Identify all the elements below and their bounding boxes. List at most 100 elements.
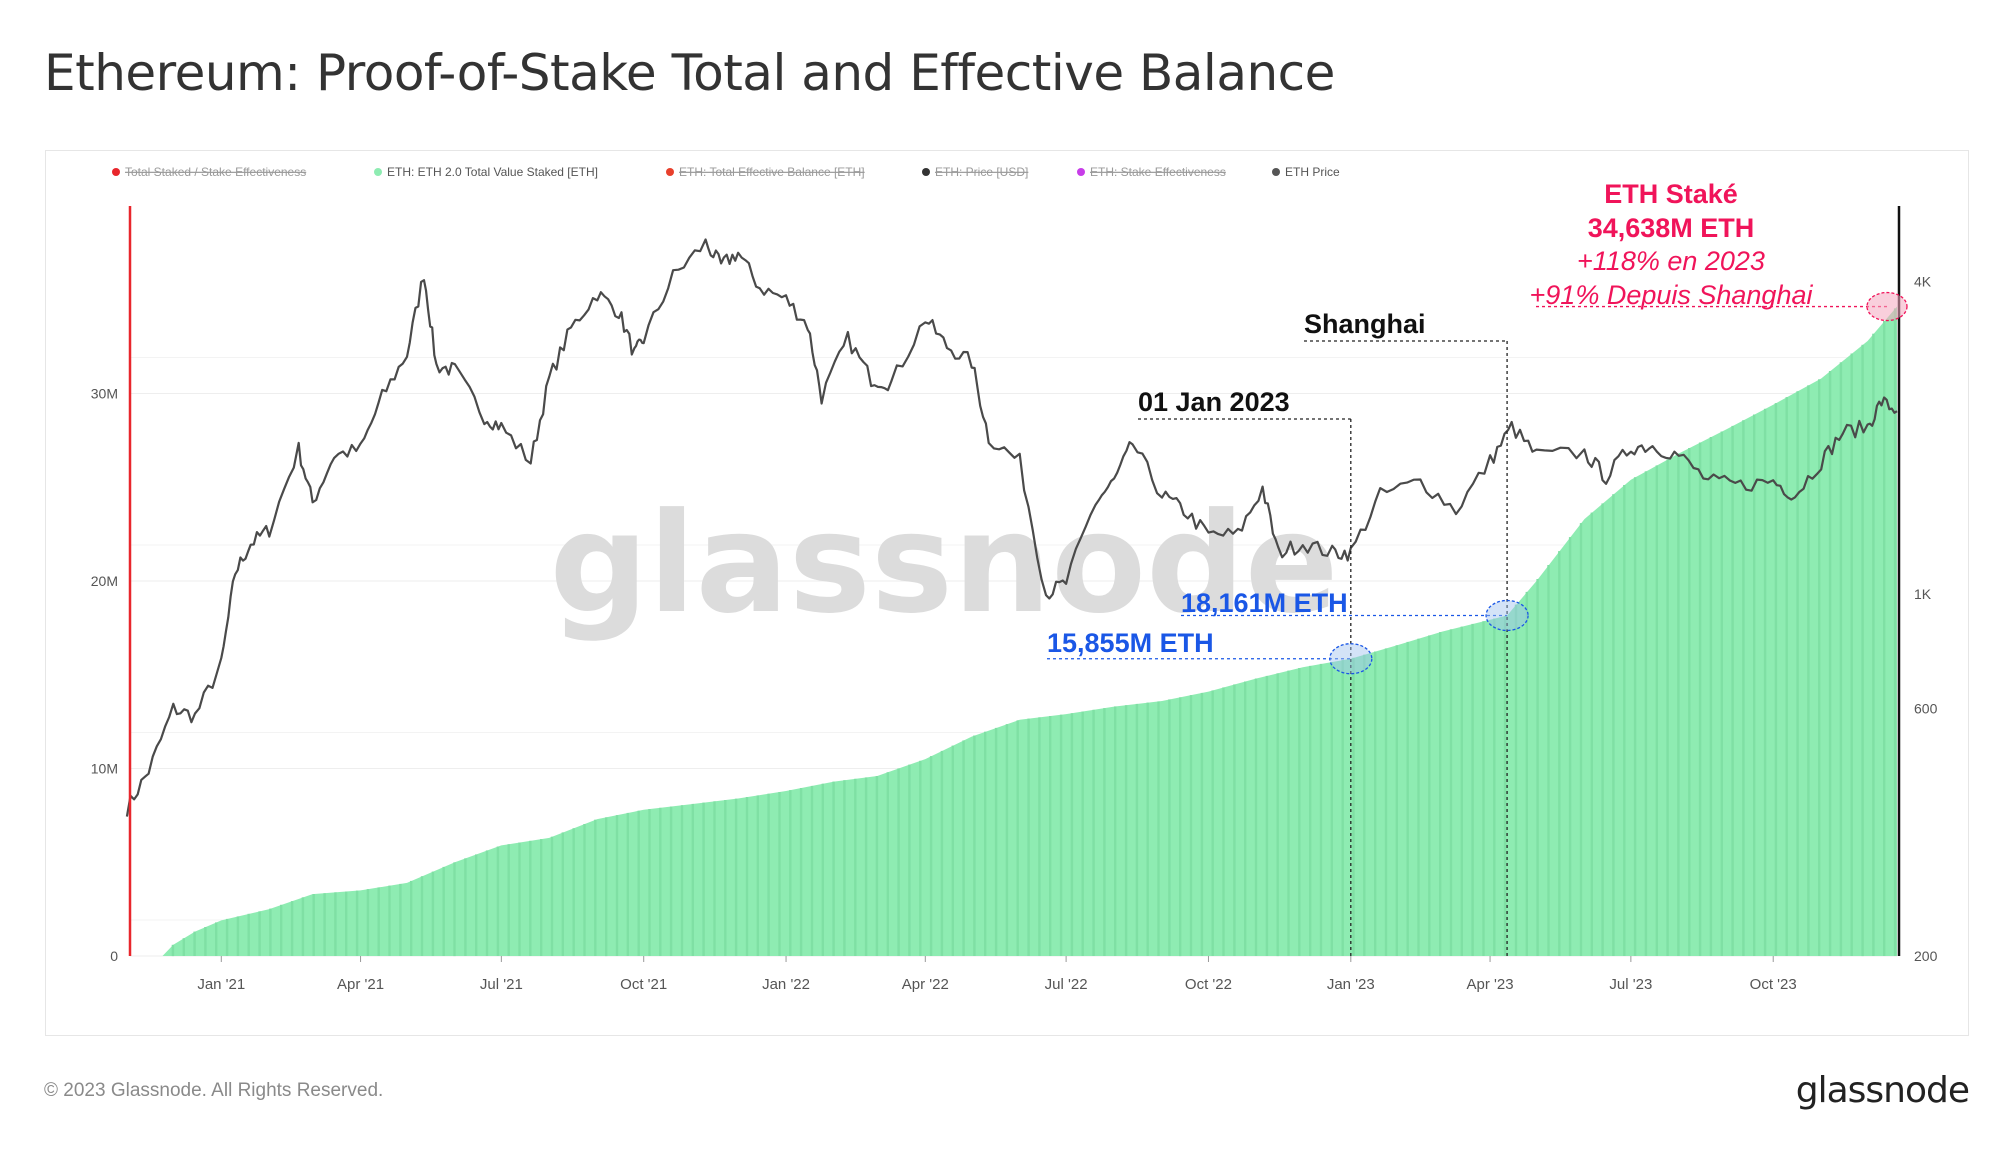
staked-bar	[269, 908, 272, 956]
staked-bar	[778, 792, 781, 956]
y-left-tick-label: 20M	[91, 573, 118, 589]
staked-bar	[1439, 632, 1442, 956]
staked-bar	[1319, 663, 1323, 956]
staked-bar	[691, 803, 694, 956]
staked-bar	[745, 797, 749, 956]
staked-bar	[756, 795, 759, 956]
staked-bar	[648, 809, 651, 956]
legend-item-label: ETH: Total Effective Balance [ETH]	[679, 165, 865, 179]
staked-bar	[984, 731, 987, 956]
staked-bar	[1839, 362, 1843, 957]
staked-bar	[485, 850, 489, 956]
staked-bar	[1482, 621, 1485, 956]
staked-bar	[1666, 459, 1669, 956]
staked-bar	[1417, 638, 1420, 956]
staked-bar	[702, 802, 705, 956]
staked-bar	[973, 735, 976, 956]
x-tick-label: Jan '23	[1327, 976, 1375, 993]
staked-bar	[1016, 720, 1019, 956]
staked-bar	[875, 776, 879, 956]
staked-bar	[962, 740, 965, 956]
value-jan-2023-label: 15,855M ETH	[1047, 628, 1214, 658]
x-tick-label: Oct '22	[1185, 976, 1232, 993]
staked-bar	[1363, 654, 1366, 956]
staked-bar	[193, 931, 196, 956]
staked-bar	[659, 807, 662, 956]
staked-bar	[1146, 702, 1149, 956]
staked-bar	[1471, 623, 1474, 956]
staked-bar	[1027, 718, 1030, 956]
staked-bar	[810, 785, 814, 956]
staked-bar	[323, 893, 326, 956]
staked-bar	[1049, 716, 1052, 956]
staked-bar	[1189, 695, 1193, 956]
staked-bar	[572, 828, 575, 956]
staked-bar	[799, 788, 803, 956]
staked-bar	[594, 819, 597, 956]
staked-bar	[1059, 714, 1063, 956]
staked-bar	[1677, 453, 1680, 956]
x-tick-label: Oct '23	[1750, 976, 1797, 993]
staked-bar	[713, 801, 716, 956]
staked-bar	[1601, 503, 1604, 956]
staked-bar	[529, 840, 532, 956]
staked-bar	[301, 897, 305, 956]
jan-2023-label: 01 Jan 2023	[1138, 387, 1290, 417]
y-left-tick-label: 10M	[91, 761, 118, 777]
staked-bars	[171, 308, 1897, 957]
x-tick-label: Apr '21	[337, 976, 384, 993]
staked-bar	[1872, 333, 1875, 956]
staked-bar	[940, 750, 944, 956]
staked-bar	[388, 885, 391, 956]
staked-bar	[1828, 371, 1832, 956]
y-right-tick-label: 4K	[1914, 274, 1932, 290]
staked-bar	[1211, 690, 1214, 956]
axes: 0 10M 20M 30M 200 600 1K 4K Jan '21 Apr '21 Jul '2…	[91, 274, 1938, 993]
x-tick-label: Oct '21	[620, 976, 667, 993]
staked-bar	[1644, 471, 1648, 956]
legend-marker	[1077, 168, 1085, 176]
staked-bar	[1568, 537, 1572, 956]
staked-bar	[1081, 711, 1084, 956]
latest-annotation-line: 34,638M ETH	[1588, 213, 1755, 243]
staked-bar	[1298, 668, 1301, 956]
staked-bar	[1179, 697, 1182, 957]
staked-bar	[886, 772, 889, 956]
legend-marker	[666, 168, 674, 176]
staked-bar	[366, 889, 370, 956]
staked-bar	[843, 780, 846, 956]
staked-bar	[1341, 660, 1344, 956]
staked-bar	[464, 858, 467, 956]
chart: Total Staked / Stake Effectiveness ETH: E…	[91, 165, 1938, 993]
y-left-tick-label: 0	[110, 948, 118, 964]
staked-bar	[1818, 379, 1821, 956]
staked-bar	[312, 894, 315, 956]
staked-bar	[626, 812, 629, 956]
x-tick-label: Jul '23	[1609, 976, 1652, 993]
staked-bar	[1395, 645, 1398, 956]
staked-bar	[615, 815, 619, 956]
staked-bar	[1254, 678, 1258, 956]
staked-bar	[724, 800, 727, 956]
staked-bar	[1493, 618, 1496, 956]
x-tick-label: Jul '21	[480, 976, 523, 993]
value-shanghai-label: 18,161M ETH	[1181, 588, 1348, 618]
y-left-tick-label: 30M	[91, 386, 118, 402]
staked-bar	[1005, 724, 1009, 956]
staked-bar	[1352, 657, 1355, 956]
staked-bar	[1070, 713, 1074, 956]
x-tick-label: Jan '22	[762, 976, 810, 993]
value-jan-2023-marker	[1329, 643, 1373, 675]
legend-item-label: ETH: Stake Effectiveness	[1090, 165, 1226, 179]
staked-bar	[951, 745, 954, 956]
page-title: Ethereum: Proof-of-Stake Total and Effec…	[44, 44, 1335, 102]
staked-bar	[1265, 675, 1269, 956]
watermark: glassnode	[550, 483, 1339, 644]
staked-bar	[1168, 699, 1171, 956]
staked-bar	[1200, 692, 1204, 956]
staked-bar	[637, 810, 640, 956]
staked-bar	[431, 871, 435, 956]
staked-bar	[507, 844, 510, 956]
staked-bar	[1276, 673, 1279, 957]
staked-bar	[561, 832, 564, 956]
